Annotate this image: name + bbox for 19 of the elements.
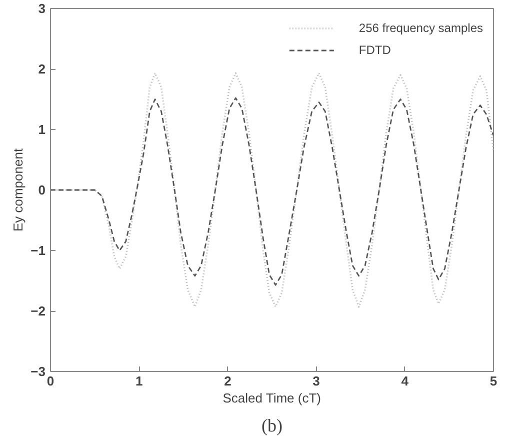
x-axis-title: Scaled Time (cT) xyxy=(222,390,322,406)
y-tick-label: −3 xyxy=(30,364,46,379)
x-tick-label: 4 xyxy=(401,374,410,388)
text: (b) xyxy=(262,416,283,436)
y-tick-label: 2 xyxy=(38,62,46,76)
x-tick-label: 5 xyxy=(490,374,498,388)
line-series xyxy=(50,97,494,286)
x-tick-label: 2 xyxy=(224,374,232,388)
y-tick-label: 3 xyxy=(38,1,46,16)
y-tick-label: −2 xyxy=(30,304,46,318)
y-tick-label: 1 xyxy=(38,122,46,137)
y-axis-title: Ey component xyxy=(10,148,26,232)
legend-label: FDTD xyxy=(358,43,391,57)
y-tick-label: 0 xyxy=(38,182,46,198)
y-tick-label: −1 xyxy=(30,243,46,258)
line-series xyxy=(50,72,494,308)
legend-label: 256 frequency samples xyxy=(358,21,483,35)
x-tick-label: 1 xyxy=(135,374,143,388)
x-tick-label: 3 xyxy=(312,374,320,388)
